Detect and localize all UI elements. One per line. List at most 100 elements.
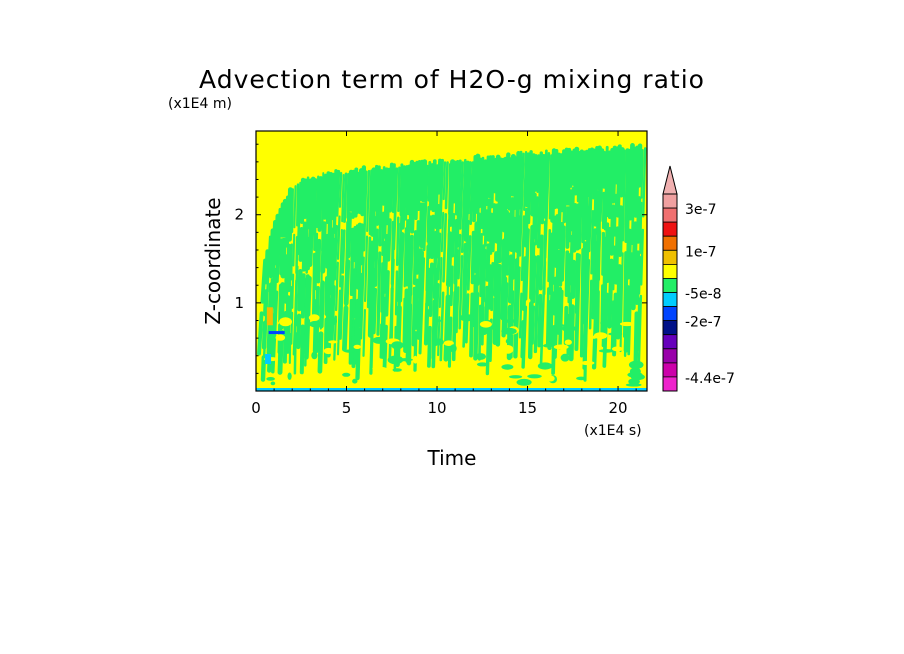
- streak: [405, 292, 412, 363]
- streak: [385, 167, 392, 226]
- streak: [483, 209, 488, 247]
- streak: [615, 146, 619, 185]
- y-tick-label: 2: [234, 206, 244, 224]
- streak: [624, 148, 630, 243]
- streak-pattern: [256, 142, 647, 391]
- streak: [607, 148, 615, 220]
- colorbar-swatch: [662, 263, 678, 279]
- streak: [469, 292, 475, 358]
- streak: [428, 163, 435, 211]
- streak: [479, 233, 483, 298]
- blotch: [629, 367, 641, 376]
- positive-accent: [266, 307, 273, 326]
- streak: [639, 201, 643, 254]
- blotch: [508, 375, 523, 379]
- blotch: [501, 327, 517, 335]
- streak: [358, 223, 365, 266]
- colorbar-label: 3e-7: [685, 202, 716, 218]
- streak: [347, 169, 354, 212]
- streak: [369, 325, 374, 375]
- colorbar-label: 1e-7: [685, 244, 716, 260]
- streak: [473, 291, 480, 361]
- blotch: [392, 368, 402, 372]
- streak: [462, 295, 467, 348]
- streak: [532, 192, 537, 240]
- blotch: [311, 351, 318, 360]
- streak: [545, 287, 550, 347]
- streak: [404, 219, 411, 287]
- streak: [264, 249, 270, 285]
- negative-accent: [265, 353, 272, 364]
- streak: [612, 245, 616, 291]
- streak: [495, 154, 501, 202]
- streak: [539, 260, 547, 369]
- streak: [615, 144, 622, 218]
- streak: [523, 207, 529, 248]
- streak: [472, 154, 478, 223]
- streak: [642, 147, 647, 218]
- streak: [300, 273, 306, 319]
- streak: [355, 326, 362, 381]
- blotch: [608, 332, 623, 336]
- streak: [414, 160, 419, 221]
- streak: [318, 280, 325, 329]
- colorbar-swatch: [662, 277, 678, 293]
- streak: [420, 159, 428, 203]
- streak: [384, 270, 390, 317]
- streak: [507, 254, 514, 304]
- colorbar-swatch: [662, 306, 678, 322]
- streak: [359, 256, 365, 340]
- streak: [413, 331, 418, 372]
- blotch: [309, 320, 322, 328]
- streak: [477, 157, 483, 209]
- streak: [439, 291, 445, 362]
- blotch: [527, 374, 542, 379]
- streak: [571, 148, 576, 186]
- streak: [291, 188, 294, 233]
- colorbar-swatch: [662, 193, 678, 209]
- blotch: [435, 319, 442, 323]
- streak: [302, 178, 308, 219]
- blotch: [598, 349, 615, 353]
- blotch: [396, 358, 413, 362]
- streak: [532, 255, 537, 304]
- streak: [588, 279, 593, 330]
- blotch: [266, 377, 275, 381]
- streak: [453, 249, 459, 318]
- streak: [560, 149, 567, 213]
- streak: [536, 154, 541, 193]
- streak: [603, 222, 610, 295]
- streak: [356, 272, 363, 328]
- blotch: [350, 336, 359, 339]
- streak: [273, 213, 280, 266]
- streak: [360, 165, 367, 217]
- colorbar-overflow-triangle: [662, 165, 678, 195]
- streak: [571, 203, 578, 253]
- colorbar-swatch: [662, 207, 678, 223]
- blotch: [287, 372, 292, 380]
- x-tick-label: 10: [427, 399, 446, 417]
- streak: [397, 166, 401, 213]
- streak: [292, 233, 296, 267]
- streak: [275, 207, 283, 283]
- blotch: [352, 378, 358, 384]
- streak: [290, 311, 294, 345]
- blotch: [555, 323, 565, 327]
- streak: [307, 176, 316, 267]
- blotch: [401, 373, 406, 381]
- streak: [434, 204, 441, 259]
- streak: [286, 243, 292, 293]
- streak: [314, 232, 319, 291]
- streak: [563, 305, 569, 345]
- blotch: [619, 321, 635, 327]
- streak: [543, 149, 548, 219]
- streak: [296, 183, 300, 227]
- streak: [507, 157, 513, 211]
- streak: [339, 229, 343, 288]
- streak: [530, 153, 536, 217]
- streak: [386, 218, 392, 262]
- streak: [543, 152, 551, 260]
- streak: [514, 266, 521, 355]
- streak: [495, 264, 502, 332]
- streak: [554, 214, 560, 268]
